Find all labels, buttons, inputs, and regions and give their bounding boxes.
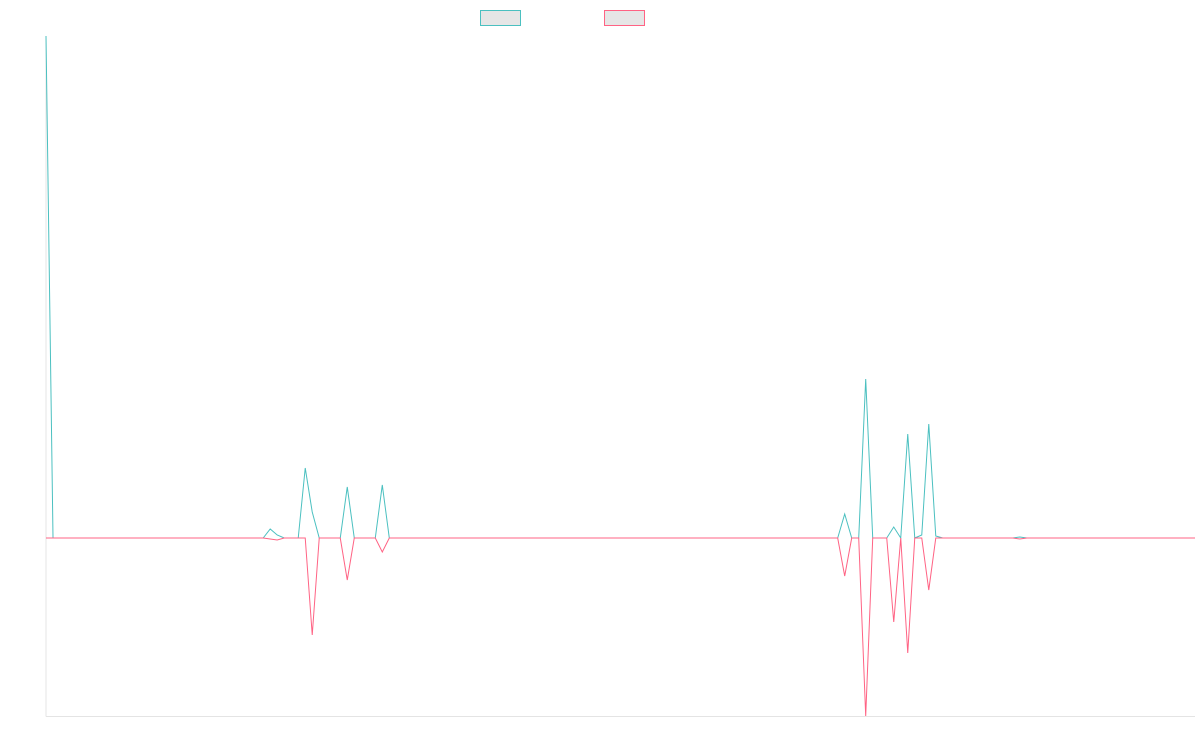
legend-swatch[interactable]	[604, 10, 645, 26]
line-series	[45, 35, 1195, 540]
legend-swatch[interactable]	[480, 10, 521, 26]
line-series	[46, 537, 1195, 717]
